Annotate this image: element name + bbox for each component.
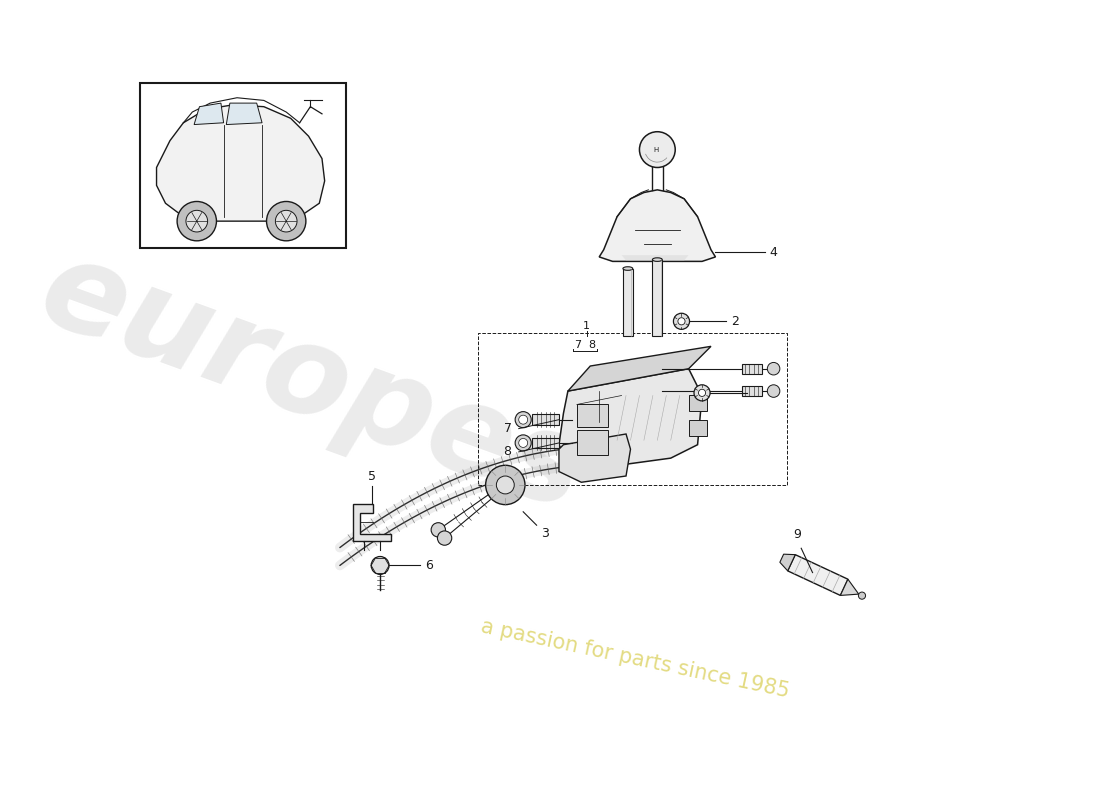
- Circle shape: [519, 415, 528, 424]
- Text: H: H: [653, 146, 658, 153]
- Text: 1: 1: [583, 321, 591, 331]
- Circle shape: [177, 202, 217, 241]
- Circle shape: [768, 385, 780, 398]
- Circle shape: [515, 412, 531, 428]
- Circle shape: [694, 385, 711, 401]
- Polygon shape: [532, 414, 559, 425]
- Text: 2: 2: [751, 386, 759, 399]
- Bar: [576, 430, 608, 455]
- Polygon shape: [780, 554, 795, 571]
- Polygon shape: [532, 438, 559, 448]
- Bar: [689, 420, 706, 436]
- Bar: [576, 405, 608, 427]
- Text: 3: 3: [541, 527, 549, 540]
- Text: 5: 5: [368, 470, 376, 483]
- Text: 7: 7: [504, 422, 512, 435]
- Circle shape: [519, 438, 528, 447]
- Bar: [689, 394, 706, 410]
- Ellipse shape: [652, 258, 662, 262]
- Circle shape: [768, 362, 780, 375]
- Bar: [742, 364, 762, 374]
- Text: 8: 8: [504, 446, 512, 458]
- Text: 6: 6: [425, 559, 432, 572]
- Text: a passion for parts since 1985: a passion for parts since 1985: [478, 617, 791, 702]
- Circle shape: [496, 476, 514, 494]
- Polygon shape: [156, 105, 324, 221]
- Circle shape: [515, 435, 531, 451]
- Polygon shape: [840, 579, 859, 595]
- Circle shape: [698, 390, 705, 397]
- Polygon shape: [621, 255, 689, 261]
- Circle shape: [266, 202, 306, 241]
- Circle shape: [639, 132, 675, 167]
- Circle shape: [673, 314, 690, 330]
- Text: 9: 9: [793, 528, 801, 541]
- Text: 8: 8: [588, 339, 595, 350]
- Text: 4: 4: [769, 246, 777, 259]
- Polygon shape: [788, 554, 848, 595]
- Text: 7: 7: [574, 339, 581, 350]
- Bar: [141, 82, 346, 248]
- Polygon shape: [600, 190, 715, 262]
- Text: 2: 2: [730, 315, 738, 328]
- Polygon shape: [559, 434, 630, 482]
- Circle shape: [186, 210, 208, 232]
- Circle shape: [275, 210, 297, 232]
- Polygon shape: [227, 103, 262, 125]
- Circle shape: [678, 318, 685, 325]
- Circle shape: [485, 466, 525, 505]
- Circle shape: [438, 531, 452, 546]
- Bar: [652, 259, 662, 336]
- Polygon shape: [568, 346, 711, 391]
- Polygon shape: [559, 369, 702, 471]
- Ellipse shape: [623, 266, 632, 270]
- Circle shape: [858, 592, 866, 599]
- Polygon shape: [353, 504, 390, 542]
- Polygon shape: [194, 103, 223, 125]
- Circle shape: [371, 557, 389, 574]
- Text: europes: europes: [24, 228, 602, 537]
- Bar: [623, 269, 632, 336]
- Circle shape: [431, 522, 446, 537]
- Bar: [742, 386, 762, 396]
